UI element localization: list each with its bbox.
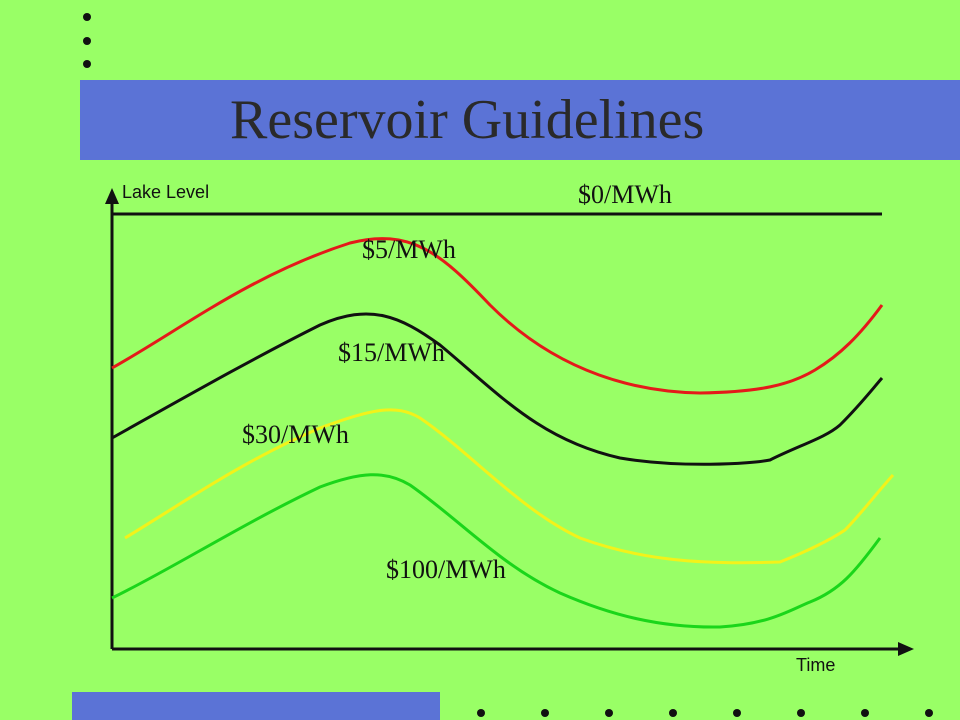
title-band xyxy=(80,80,960,160)
bottom-band xyxy=(72,692,440,720)
decor-dot xyxy=(477,709,485,717)
decor-dot xyxy=(797,709,805,717)
axes xyxy=(105,188,914,656)
decor-dot xyxy=(83,60,91,68)
curve-label-100-mwh: $100/MWh xyxy=(386,555,506,584)
decor-dot xyxy=(925,709,933,717)
x-axis-arrow xyxy=(898,642,914,656)
decor-dot xyxy=(83,13,91,21)
y-axis-arrow xyxy=(105,188,119,204)
decor-dot xyxy=(605,709,613,717)
curve-5-mwh xyxy=(111,237,884,395)
decor-dot xyxy=(733,709,741,717)
curve-100-mwh xyxy=(111,473,882,629)
x-axis-label: Time xyxy=(796,655,835,675)
decor-dot xyxy=(861,709,869,717)
curve-30-mwh xyxy=(124,408,895,565)
curve-15-mwh xyxy=(111,312,884,466)
curve-label-0-mwh: $0/MWh xyxy=(578,180,672,209)
curve-label-30-mwh: $30/MWh xyxy=(242,420,349,449)
slide-title: Reservoir Guidelines xyxy=(230,89,705,151)
curve-label-5-mwh: $5/MWh xyxy=(362,235,456,264)
curve-label-15-mwh: $15/MWh xyxy=(338,338,445,367)
decor-dot xyxy=(669,709,677,717)
decor-dot xyxy=(83,37,91,45)
y-axis-label: Lake Level xyxy=(122,182,209,202)
decor-dot xyxy=(541,709,549,717)
